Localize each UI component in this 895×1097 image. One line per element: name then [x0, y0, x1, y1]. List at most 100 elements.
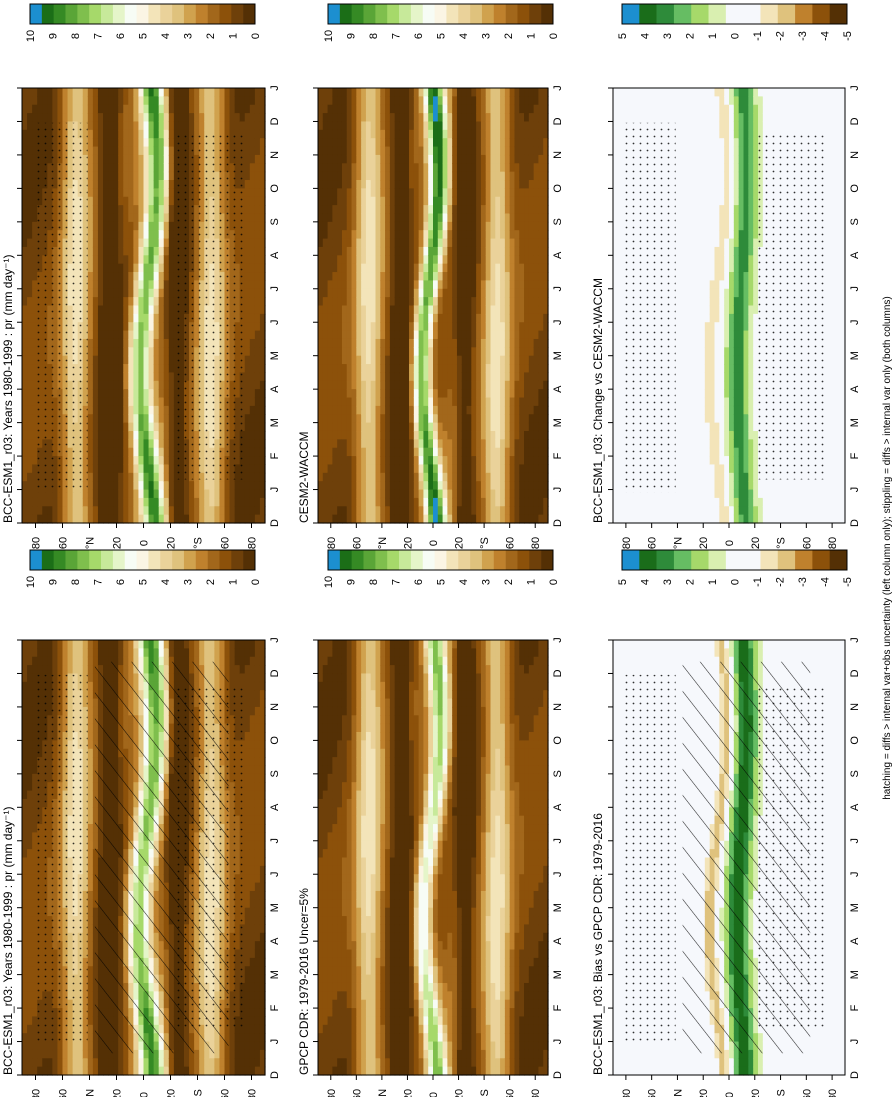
heatmap-cell	[143, 648, 150, 658]
heatmap-cell	[22, 322, 28, 332]
heatmap-cell	[27, 230, 33, 240]
heatmap-cell	[22, 732, 28, 741]
heatmap-cell	[254, 957, 261, 967]
heatmap-cell	[254, 138, 261, 148]
heatmap-cell	[153, 113, 160, 123]
heatmap-cell	[194, 1066, 200, 1076]
heatmap-cell	[133, 129, 140, 139]
heatmap-cell	[158, 481, 165, 491]
heatmap-cell	[173, 489, 180, 499]
heatmap-cell	[244, 330, 251, 340]
heatmap-cell	[118, 330, 124, 340]
heatmap-cell	[27, 815, 33, 825]
heatmap-cell	[108, 430, 114, 440]
heatmap-cell	[239, 113, 246, 123]
y-tick-label: °N	[85, 1089, 97, 1097]
heatmap-cell	[118, 113, 124, 123]
heatmap-cell	[103, 163, 109, 173]
heatmap-cell	[108, 322, 114, 332]
heatmap-cell	[32, 104, 38, 114]
heatmap-cell	[254, 840, 261, 850]
heatmap-cell	[92, 322, 99, 332]
heatmap-cell	[204, 88, 210, 97]
heatmap-cell	[148, 497, 155, 507]
heatmap-cell	[254, 297, 261, 307]
heatmap-cell	[158, 364, 165, 374]
heatmap-cell	[143, 230, 150, 240]
heatmap-cell	[67, 1049, 74, 1059]
heatmap-cell	[138, 171, 145, 181]
heatmap-cell	[118, 380, 124, 390]
heatmap-cell	[168, 246, 175, 256]
heatmap-cell	[153, 255, 160, 265]
heatmap-cell	[244, 882, 251, 892]
heatmap-cell	[97, 422, 104, 432]
heatmap-cell	[87, 297, 94, 307]
heatmap-cell	[254, 456, 261, 466]
heatmap-cell	[189, 481, 195, 491]
heatmap-cell	[123, 121, 129, 131]
heatmap-cell	[244, 171, 251, 181]
heatmap-cell	[103, 372, 109, 382]
heatmap-cell	[173, 96, 180, 106]
heatmap-cell	[118, 121, 124, 131]
heatmap-cell	[87, 489, 94, 499]
heatmap-cell	[103, 96, 109, 106]
heatmap-cell	[42, 1058, 48, 1068]
heatmap-cell	[249, 782, 256, 792]
heatmap-cell	[32, 1058, 38, 1068]
heatmap-cell	[138, 288, 145, 298]
heatmap-cell	[158, 246, 165, 256]
heatmap-cell	[153, 205, 160, 215]
heatmap-cell	[113, 338, 119, 348]
heatmap-cell	[128, 221, 134, 231]
heatmap-cell	[163, 656, 170, 666]
heatmap-cell	[113, 389, 119, 399]
heatmap-cell	[259, 991, 266, 1001]
heatmap-cell	[249, 163, 256, 173]
heatmap-cell	[133, 154, 140, 164]
heatmap-cell	[27, 347, 33, 357]
heatmap-cell	[27, 665, 33, 675]
heatmap-cell	[178, 481, 185, 491]
heatmap-cell	[249, 790, 256, 800]
heatmap-cell	[92, 171, 99, 181]
heatmap-cell	[133, 138, 140, 148]
heatmap-cell	[143, 372, 150, 382]
heatmap-cell	[244, 138, 251, 148]
heatmap-cell	[27, 96, 33, 106]
heatmap-cell	[108, 238, 114, 248]
heatmap-cell	[133, 88, 140, 97]
heatmap-cell	[103, 656, 109, 666]
heatmap-cell	[92, 1049, 99, 1059]
x-tick-label: A	[269, 803, 281, 811]
heatmap-cell	[97, 96, 104, 106]
heatmap-cell	[128, 389, 134, 399]
heatmap-cell	[113, 489, 119, 499]
heatmap-cell	[133, 640, 140, 649]
heatmap-cell	[219, 506, 226, 516]
heatmap-cell	[92, 372, 99, 382]
heatmap-cell	[148, 154, 155, 164]
heatmap-cell	[173, 648, 180, 658]
heatmap-cell	[259, 899, 266, 909]
heatmap-cell	[128, 121, 134, 131]
heatmap-cell	[163, 338, 170, 348]
heatmap-cell	[27, 439, 33, 449]
heatmap-cell	[158, 640, 165, 649]
heatmap-cell	[87, 138, 94, 148]
heatmap-cell	[103, 305, 109, 315]
heatmap-cell	[173, 1049, 180, 1059]
y-tick-label: 60	[58, 1089, 70, 1097]
heatmap-cell	[22, 472, 28, 482]
heatmap-cell	[108, 313, 114, 323]
heatmap-cell	[22, 840, 28, 850]
heatmap-cell	[249, 748, 256, 758]
heatmap-cell	[27, 297, 33, 307]
heatmap-cell	[103, 456, 109, 466]
heatmap-cell	[158, 464, 165, 474]
heatmap-cell	[148, 1058, 155, 1068]
heatmap-cell	[87, 96, 94, 106]
heatmap-cell	[194, 497, 200, 507]
heatmap-cell	[27, 982, 33, 992]
